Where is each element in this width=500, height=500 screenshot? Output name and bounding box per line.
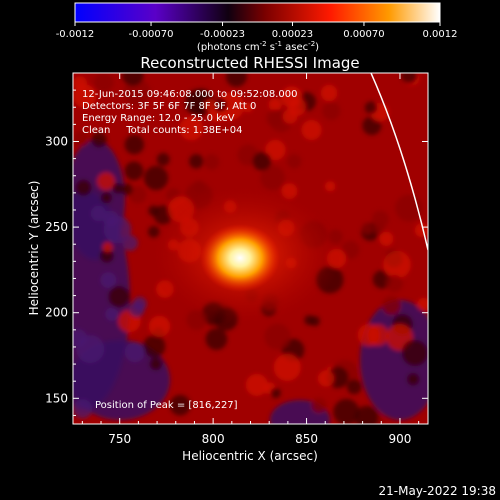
y-tick-label: 300 bbox=[45, 134, 68, 148]
x-tick-label: 850 bbox=[295, 432, 318, 446]
colorbar-tick-label: -0.00070 bbox=[129, 29, 174, 40]
axis-ticks: 750 800 850 900 150 200 250 300 bbox=[45, 72, 428, 446]
colorbar-units: (photons cm-2 s-1 asec-2) bbox=[197, 40, 319, 53]
info-annotations: 12-Jun-2015 09:46:08.000 to 09:52:08.000… bbox=[82, 89, 298, 136]
colorbar bbox=[74, 2, 441, 23]
colorbar-tick-label: 0.00023 bbox=[272, 29, 313, 40]
colorbar-tick-label: 0.00070 bbox=[343, 29, 384, 40]
y-tick-label: 150 bbox=[45, 391, 68, 405]
x-tick-label: 900 bbox=[389, 432, 412, 446]
annotation-energy: Energy Range: 12.0 - 25.0 keV bbox=[82, 113, 235, 124]
colorbar-tick-label: -0.0012 bbox=[56, 29, 95, 40]
x-tick-label: 800 bbox=[202, 432, 225, 446]
x-axis-label: Heliocentric X (arcsec) bbox=[182, 449, 318, 463]
y-axis-label: Heliocentric Y (arcsec) bbox=[27, 181, 41, 316]
colorbar-tick-label: 0.0012 bbox=[423, 29, 458, 40]
annotation-detectors: Detectors: 3F 5F 6F 7F 8F 9F, Att 0 bbox=[82, 101, 256, 112]
y-tick-label: 200 bbox=[45, 306, 68, 320]
y-tick-label: 250 bbox=[45, 220, 68, 234]
solar-limb-line bbox=[370, 73, 428, 251]
peak-position-label: Position of Peak = [816,227] bbox=[95, 400, 238, 411]
x-tick-label: 750 bbox=[108, 432, 131, 446]
footer-timestamp: 21-May-2022 19:38 bbox=[379, 484, 496, 498]
chart-title: Reconstructed RHESSI Image bbox=[140, 54, 359, 72]
colorbar-tick-label: -0.00023 bbox=[200, 29, 245, 40]
annotation-time: 12-Jun-2015 09:46:08.000 to 09:52:08.000 bbox=[82, 89, 298, 100]
heatmap-image bbox=[73, 73, 428, 424]
colorbar-ticks: -0.0012 -0.00070 -0.00023 0.00023 0.00070 0.0… bbox=[56, 22, 458, 40]
annotation-clean: Clean Total counts: 1.38E+04 bbox=[82, 125, 242, 136]
